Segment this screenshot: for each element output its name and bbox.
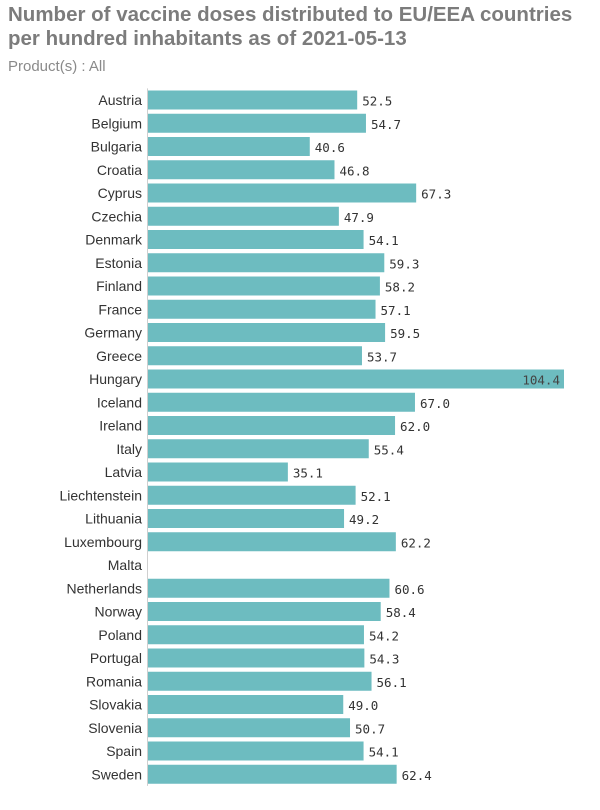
value-label-denmark: 54.1 (369, 233, 399, 248)
value-label-liechtenstein: 52.1 (361, 489, 391, 504)
category-label-bulgaria: Bulgaria (91, 139, 143, 155)
bar-latvia[interactable] (148, 462, 288, 482)
category-label-luxembourg: Luxembourg (64, 534, 142, 550)
category-label-malta: Malta (108, 557, 142, 573)
category-label-cyprus: Cyprus (98, 185, 142, 201)
bar-ireland[interactable] (148, 416, 396, 435)
bar-romania[interactable] (148, 671, 372, 691)
bar-italy[interactable] (148, 439, 369, 459)
value-label-czechia: 47.9 (344, 210, 374, 225)
bar-iceland[interactable] (148, 392, 415, 412)
value-label-netherlands: 60.6 (394, 582, 424, 597)
value-label-poland: 54.2 (369, 628, 399, 643)
category-label-portugal: Portugal (90, 650, 142, 666)
category-label-ireland: Ireland (99, 418, 142, 434)
bar-belgium[interactable] (148, 113, 366, 133)
bar-netherlands[interactable] (148, 578, 390, 598)
bar-france[interactable] (148, 299, 376, 319)
category-label-germany: Germany (84, 325, 142, 341)
category-label-romania: Romania (86, 673, 142, 689)
category-label-norway: Norway (95, 604, 142, 620)
value-label-romania: 56.1 (377, 675, 407, 690)
value-label-luxembourg: 62.2 (401, 535, 431, 550)
value-label-iceland: 67.0 (420, 396, 450, 411)
category-label-austria: Austria (98, 92, 142, 108)
category-label-finland: Finland (96, 278, 142, 294)
bar-finland[interactable] (148, 276, 380, 296)
bar-czechia[interactable] (148, 206, 339, 226)
category-label-estonia: Estonia (95, 255, 142, 271)
bar-bulgaria[interactable] (148, 137, 310, 156)
category-label-poland: Poland (98, 627, 142, 643)
bar-sweden[interactable] (148, 764, 397, 784)
value-label-belgium: 54.7 (371, 117, 401, 132)
bar-poland[interactable] (148, 625, 364, 645)
category-label-belgium: Belgium (91, 115, 142, 131)
value-label-croatia: 46.8 (339, 163, 369, 178)
value-label-bulgaria: 40.6 (315, 140, 345, 155)
value-label-latvia: 35.1 (293, 466, 323, 481)
category-label-sweden: Sweden (91, 766, 142, 782)
value-label-slovakia: 49.0 (348, 698, 378, 713)
category-label-latvia: Latvia (105, 464, 143, 480)
value-label-lithuania: 49.2 (349, 512, 379, 527)
bar-cyprus[interactable] (148, 183, 417, 203)
bar-slovakia[interactable] (148, 695, 344, 714)
category-label-greece: Greece (96, 348, 142, 364)
value-label-ireland: 62.0 (400, 419, 430, 434)
bar-luxembourg[interactable] (148, 532, 396, 552)
value-label-austria: 52.5 (362, 94, 392, 109)
value-label-finland: 58.2 (385, 280, 415, 295)
bar-greece[interactable] (148, 346, 362, 366)
value-label-france: 57.1 (381, 303, 411, 318)
bar-hungary[interactable] (148, 369, 564, 389)
category-label-slovenia: Slovenia (88, 720, 142, 736)
category-label-france: France (98, 301, 142, 317)
category-label-denmark: Denmark (85, 232, 143, 248)
value-label-cyprus: 67.3 (421, 187, 451, 202)
bar-spain[interactable] (148, 741, 364, 761)
category-label-netherlands: Netherlands (67, 580, 143, 596)
chart-title: Number of vaccine doses distributed to E… (8, 3, 573, 50)
category-label-liechtenstein: Liechtenstein (59, 487, 142, 503)
bar-liechtenstein[interactable] (148, 485, 356, 505)
value-label-germany: 59.5 (390, 326, 420, 341)
bar-denmark[interactable] (148, 230, 364, 249)
category-label-croatia: Croatia (97, 162, 142, 178)
category-label-czechia: Czechia (91, 208, 142, 224)
value-label-norway: 58.4 (386, 605, 416, 620)
bar-estonia[interactable] (148, 253, 385, 273)
value-label-portugal: 54.3 (369, 652, 399, 667)
category-label-slovakia: Slovakia (89, 697, 142, 713)
value-label-italy: 55.4 (374, 442, 404, 457)
bar-lithuania[interactable] (148, 509, 345, 528)
value-label-hungary: 104.4 (522, 373, 560, 388)
chart-subtitle: Product(s) : All (8, 58, 106, 75)
bar-germany[interactable] (148, 323, 386, 342)
category-label-hungary: Hungary (89, 371, 142, 387)
bar-norway[interactable] (148, 602, 381, 621)
value-label-slovenia: 50.7 (355, 721, 385, 736)
value-label-estonia: 59.3 (389, 256, 419, 271)
bar-slovenia[interactable] (148, 718, 351, 738)
category-label-italy: Italy (116, 441, 142, 457)
category-label-lithuania: Lithuania (85, 511, 142, 527)
bar-croatia[interactable] (148, 160, 335, 180)
value-label-sweden: 62.4 (402, 768, 432, 783)
category-label-iceland: Iceland (97, 394, 142, 410)
bar-portugal[interactable] (148, 648, 365, 668)
value-label-spain: 54.1 (369, 745, 399, 760)
bar-austria[interactable] (148, 90, 358, 110)
value-label-greece: 53.7 (367, 349, 397, 364)
category-label-spain: Spain (106, 743, 142, 759)
